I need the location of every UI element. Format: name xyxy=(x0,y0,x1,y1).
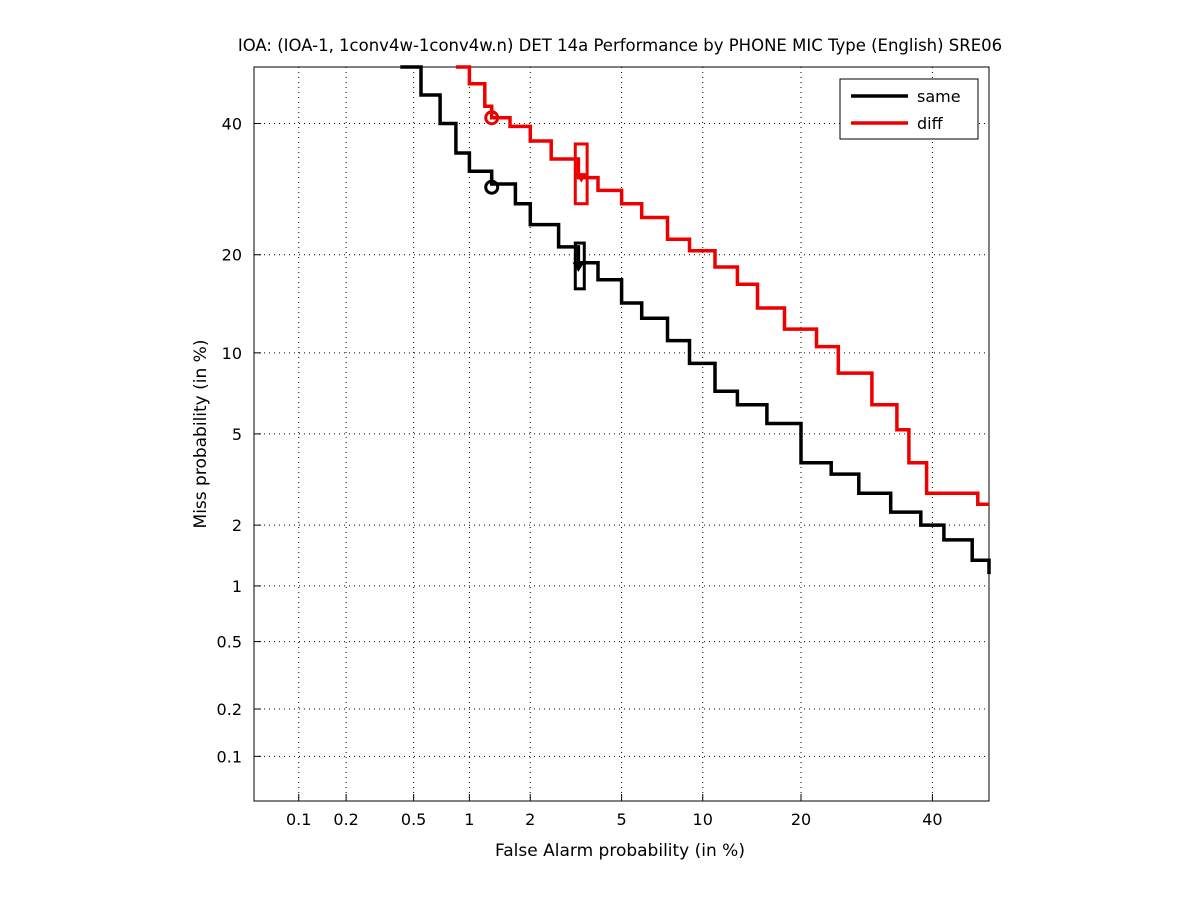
y-tick-label: 0.2 xyxy=(217,700,242,719)
x-axis-label: False Alarm probability (in %) xyxy=(495,841,745,861)
y-tick-label: 5 xyxy=(232,425,242,444)
x-tick-label: 1 xyxy=(464,810,474,829)
min-dcf-marker-diff xyxy=(484,110,500,126)
y-tick-label: 0.1 xyxy=(217,747,242,766)
x-tick-label: 20 xyxy=(791,810,811,829)
series-lines xyxy=(400,65,991,575)
grid-lines xyxy=(254,67,989,801)
legend: same diff xyxy=(839,78,979,140)
x-tick-label: 0.5 xyxy=(401,810,426,829)
y-axis-label: Miss probability (in %) xyxy=(191,340,211,529)
chart-title: IOA: (IOA-1, 1conv4w-1conv4w.n) DET 14a … xyxy=(238,36,1002,55)
legend-label-same: same xyxy=(917,87,961,106)
x-tick-label: 0.2 xyxy=(333,810,358,829)
y-tick-label: 1 xyxy=(232,577,242,596)
x-tick-label: 5 xyxy=(616,810,626,829)
x-tick-label: 10 xyxy=(693,810,713,829)
series-line-same xyxy=(400,65,991,575)
y-tick-label: 0.5 xyxy=(217,633,242,652)
series-line-diff xyxy=(455,65,989,506)
x-tick-label: 0.1 xyxy=(286,810,311,829)
y-tick-label: 20 xyxy=(222,246,242,265)
act-dcf-box-diff xyxy=(573,142,589,206)
act-dcf-marker-same xyxy=(572,262,585,272)
x-tick-label: 2 xyxy=(525,810,535,829)
y-tick-label: 40 xyxy=(222,115,242,134)
x-tick-label: 40 xyxy=(922,810,942,829)
y-axis-ticks: 0.1 0.2 0.5 1 2 5 10 20 40 xyxy=(217,115,261,766)
y-tick-label: 2 xyxy=(232,516,242,535)
y-tick-label: 10 xyxy=(222,344,242,363)
min-dcf-marker-same xyxy=(484,179,500,195)
legend-box xyxy=(839,78,979,140)
legend-label-diff: diff xyxy=(917,114,944,133)
act-dcf-marker-diff xyxy=(575,173,588,183)
x-axis-ticks: 0.1 0.2 0.5 1 2 5 10 20 40 xyxy=(286,794,943,829)
